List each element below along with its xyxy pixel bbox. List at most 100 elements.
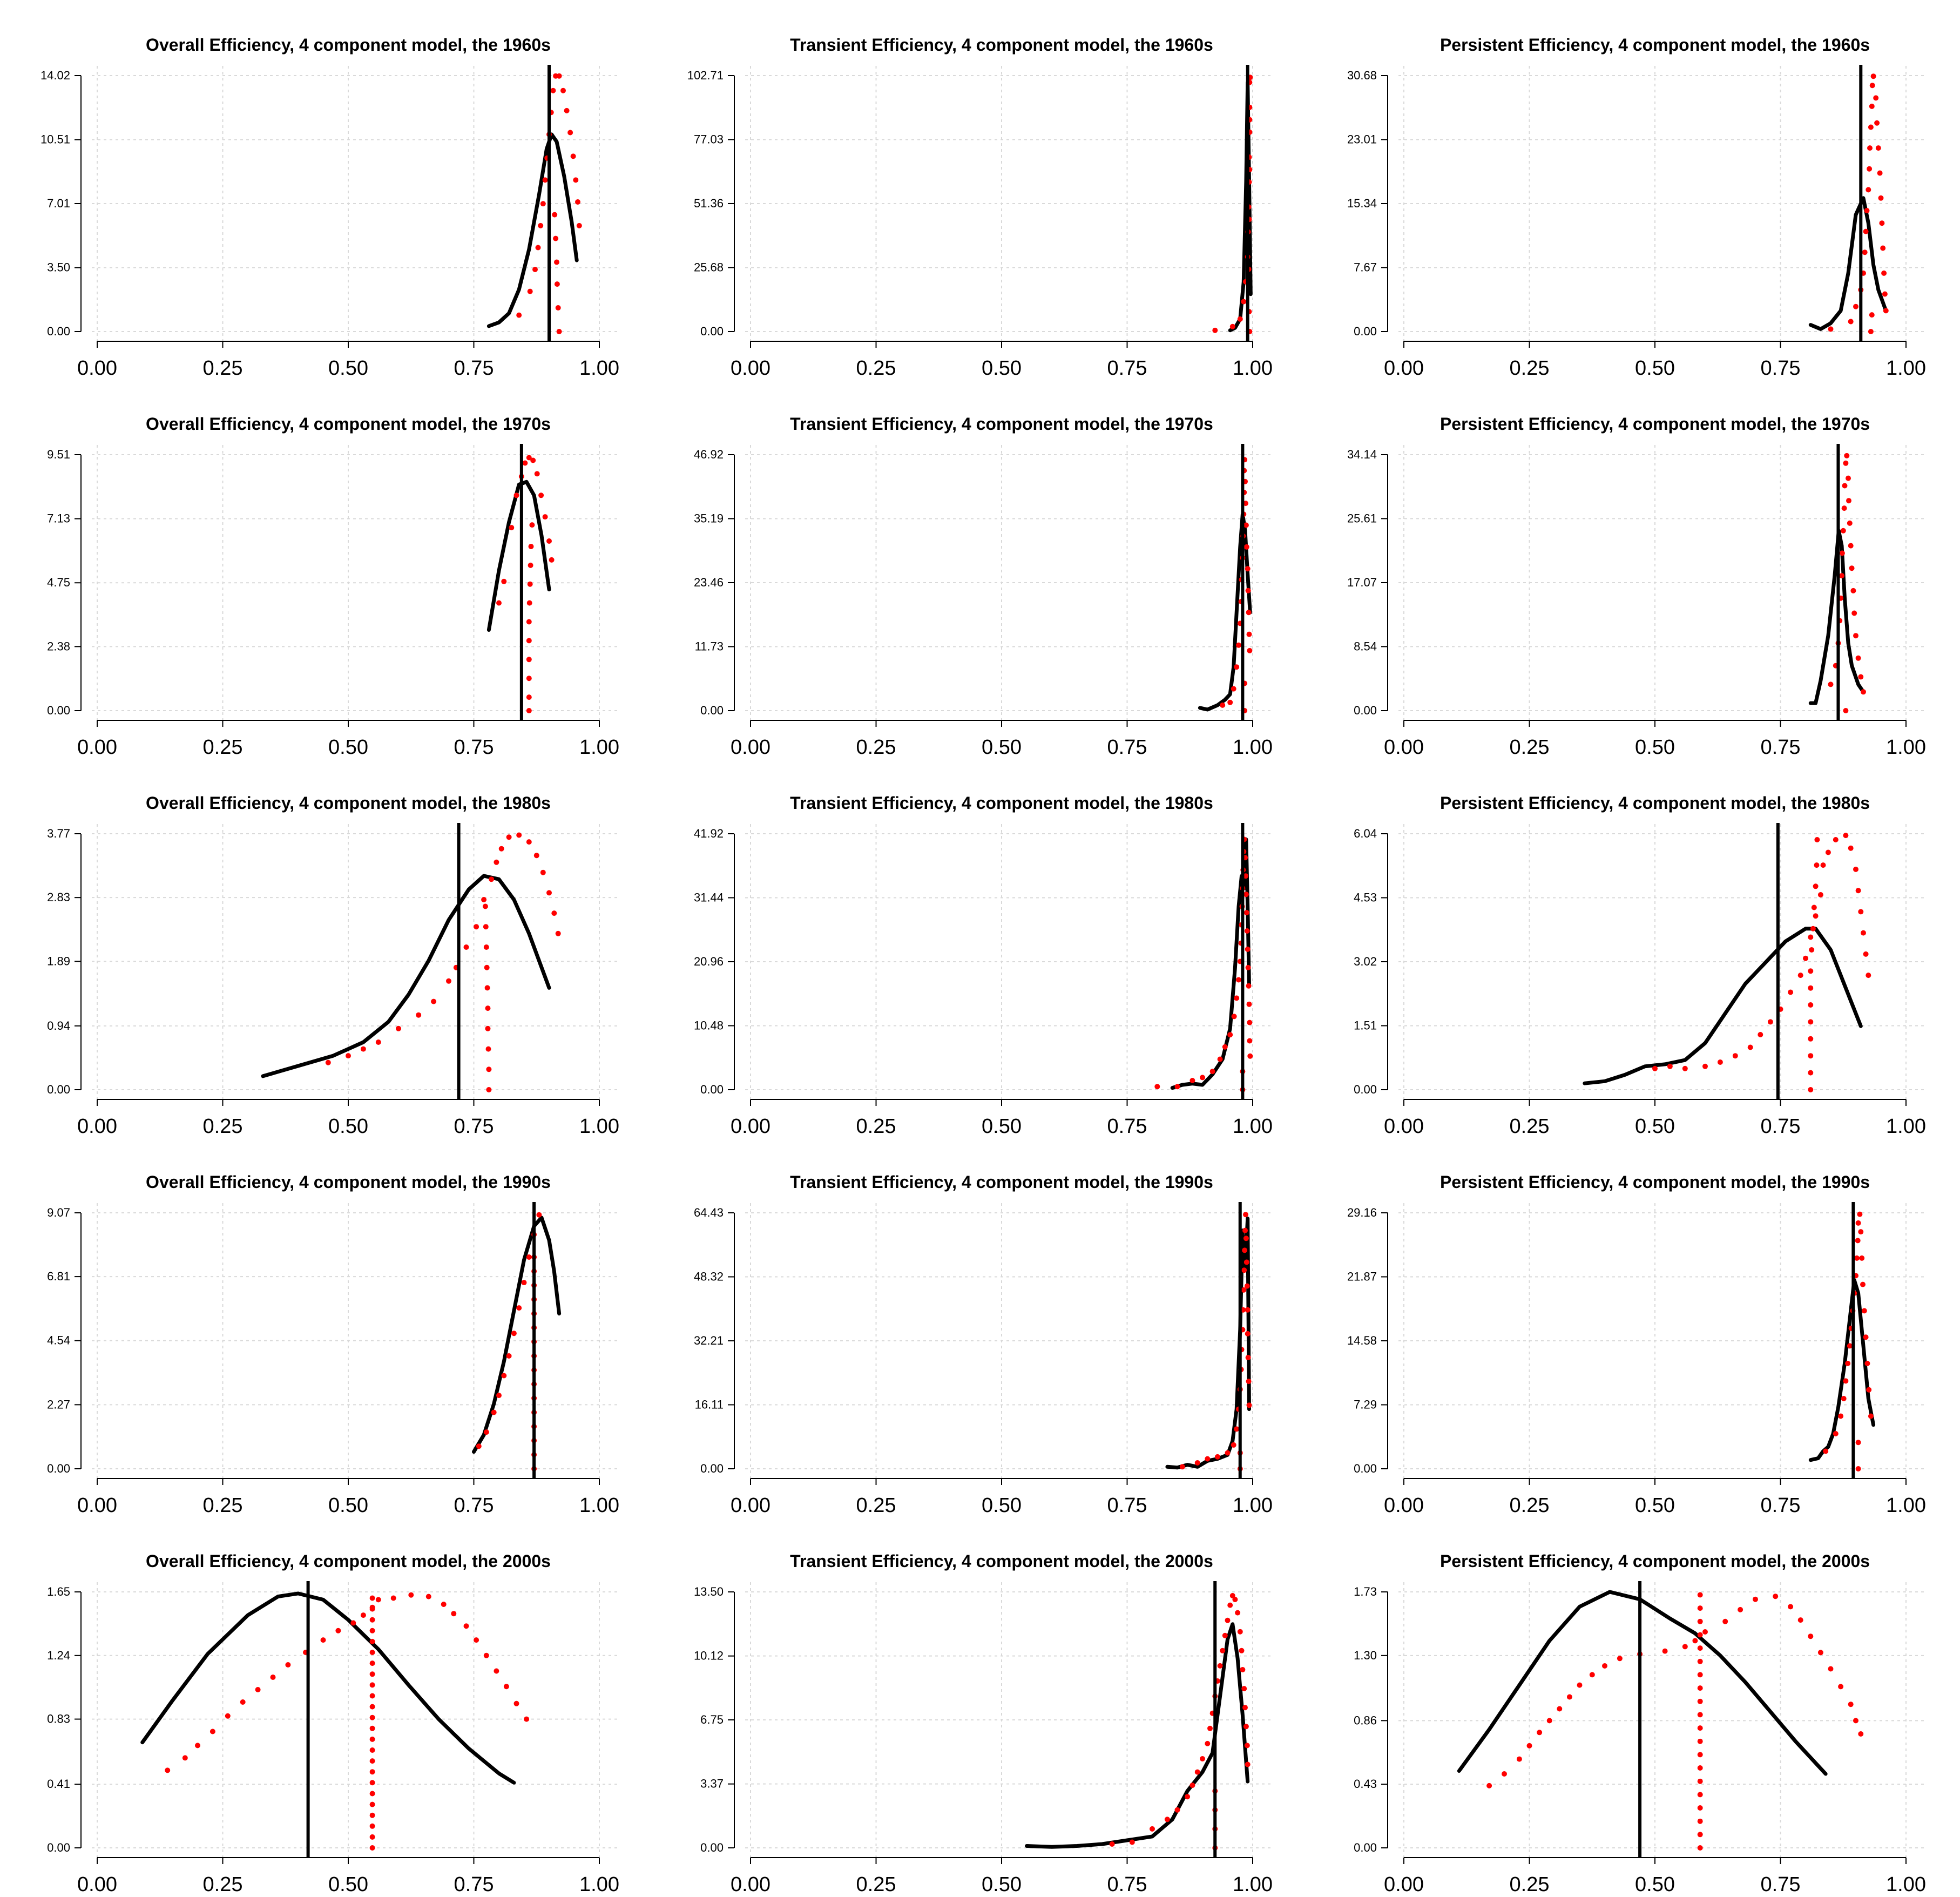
- data-point: [1838, 1684, 1844, 1690]
- y-tick-label: 4.75: [47, 576, 70, 589]
- data-point: [511, 1331, 517, 1336]
- data-point: [1189, 1078, 1195, 1083]
- x-tick-label: 1.00: [579, 1115, 619, 1137]
- data-point: [369, 1736, 375, 1742]
- data-point: [536, 1212, 542, 1218]
- chart-panel: Persistent Efficiency, 4 component model…: [1307, 758, 1960, 1137]
- chart-panel: Persistent Efficiency, 4 component model…: [1307, 0, 1960, 379]
- data-point: [1236, 977, 1241, 983]
- data-point: [1809, 947, 1815, 953]
- data-point: [396, 1025, 401, 1031]
- chart-panel: Transient Efficiency, 4 component model,…: [653, 379, 1307, 758]
- data-point: [1247, 1020, 1253, 1025]
- data-point: [1878, 195, 1884, 201]
- data-point: [501, 1373, 507, 1379]
- data-point: [1241, 1287, 1247, 1293]
- data-point: [1652, 1065, 1658, 1071]
- density-chart: Persistent Efficiency, 4 component model…: [1347, 1172, 1926, 1516]
- y-tick-label: 0.83: [47, 1712, 70, 1726]
- y-tick-label: 1.24: [47, 1649, 70, 1662]
- x-tick-label: 0.50: [1635, 357, 1675, 379]
- y-tick-label: 34.14: [1347, 448, 1377, 461]
- data-point: [576, 222, 582, 228]
- data-point: [369, 1725, 375, 1731]
- x-tick-label: 0.75: [1761, 1873, 1801, 1895]
- data-point: [369, 1650, 375, 1655]
- data-point: [360, 1046, 366, 1052]
- data-point: [1236, 642, 1241, 648]
- y-tick-label: 3.50: [47, 261, 70, 274]
- data-point: [1227, 699, 1233, 705]
- chart-title: Transient Efficiency, 4 component model,…: [790, 1551, 1213, 1571]
- data-point: [485, 1046, 491, 1052]
- y-tick-label: 0.00: [47, 1083, 70, 1096]
- data-point: [1692, 1638, 1698, 1644]
- data-point: [1868, 329, 1874, 334]
- x-tick-label: 0.75: [1761, 736, 1801, 758]
- x-tick-label: 0.75: [454, 1494, 494, 1516]
- data-point: [552, 212, 558, 218]
- data-point: [1808, 985, 1814, 991]
- data-point: [360, 1612, 366, 1618]
- data-point: [1242, 1247, 1248, 1253]
- x-tick-label: 0.75: [1761, 1115, 1801, 1137]
- data-point: [451, 1611, 457, 1617]
- y-tick-label: 11.73: [695, 640, 724, 653]
- y-tick-label: 32.21: [694, 1334, 724, 1347]
- data-point: [526, 708, 532, 713]
- data-point: [1841, 1396, 1847, 1401]
- data-point: [1855, 888, 1861, 894]
- data-point: [506, 1353, 512, 1359]
- chart-panel: Overall Efficiency, 4 component model, t…: [0, 379, 653, 758]
- data-point: [1747, 1044, 1753, 1050]
- data-point: [1217, 1056, 1223, 1062]
- x-tick-label: 0.00: [731, 1873, 771, 1895]
- data-point: [1867, 166, 1873, 172]
- data-point: [540, 201, 546, 207]
- y-tick-label: 0.00: [1354, 1462, 1377, 1475]
- y-tick-label: 0.00: [700, 704, 724, 717]
- y-tick-label: 0.00: [47, 1841, 70, 1854]
- density-chart: Transient Efficiency, 4 component model,…: [694, 1172, 1273, 1516]
- data-point: [335, 1628, 341, 1633]
- data-point: [369, 1638, 375, 1644]
- x-tick-label: 0.25: [1510, 1873, 1550, 1895]
- x-tick-label: 0.25: [203, 1873, 243, 1895]
- y-tick-label: 9.51: [47, 448, 70, 461]
- data-point: [1732, 1053, 1738, 1059]
- data-point: [1864, 208, 1870, 213]
- data-point: [1855, 655, 1861, 661]
- data-point: [553, 235, 559, 241]
- data-point: [1862, 249, 1868, 255]
- data-point: [538, 492, 544, 498]
- y-tick-label: 2.83: [47, 890, 70, 904]
- y-tick-label: 7.01: [47, 197, 70, 210]
- data-point: [1209, 1069, 1215, 1075]
- data-point: [1242, 1705, 1248, 1711]
- data-point: [1243, 501, 1248, 507]
- data-point: [1854, 1255, 1860, 1261]
- data-point: [538, 222, 544, 228]
- y-tick-label: 17.07: [1347, 576, 1377, 589]
- data-point: [1516, 1756, 1522, 1762]
- density-chart: Persistent Efficiency, 4 component model…: [1347, 35, 1926, 379]
- y-tick-label: 2.27: [47, 1398, 70, 1411]
- chart-panel: Transient Efficiency, 4 component model,…: [653, 1516, 1307, 1895]
- data-point: [1697, 1832, 1703, 1838]
- data-point: [285, 1662, 291, 1668]
- data-point: [546, 538, 552, 544]
- data-point: [350, 1620, 356, 1626]
- data-point: [1863, 951, 1869, 957]
- data-point: [542, 514, 548, 520]
- density-curve: [486, 480, 551, 632]
- x-tick-label: 0.00: [1384, 1873, 1424, 1895]
- chart-title: Overall Efficiency, 4 component model, t…: [146, 414, 551, 434]
- data-point: [1617, 1656, 1623, 1662]
- data-point: [1245, 1331, 1251, 1336]
- x-tick-label: 0.00: [731, 357, 771, 379]
- data-point: [1866, 187, 1871, 193]
- data-point: [1882, 291, 1888, 297]
- data-point: [1234, 1426, 1240, 1432]
- data-point: [1246, 631, 1252, 637]
